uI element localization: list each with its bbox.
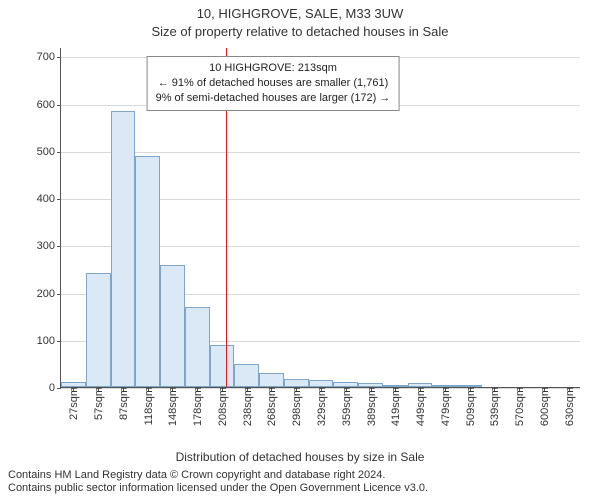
- xtick-label: 359sqm: [339, 387, 353, 426]
- xtick-label: 570sqm: [512, 387, 526, 426]
- annotation-line: 10 HIGHGROVE: 213sqm: [156, 61, 391, 76]
- ytick-label: 300: [37, 240, 61, 252]
- bar: [259, 373, 284, 387]
- ytick-label: 500: [37, 146, 61, 158]
- plot-area: 010020030040050060070027sqm57sqm87sqm118…: [60, 48, 580, 388]
- xtick-label: 87sqm: [116, 387, 130, 420]
- bar: [234, 364, 259, 387]
- gridline: [61, 152, 580, 153]
- bar: [86, 273, 111, 387]
- ytick-label: 0: [49, 382, 61, 394]
- footnote: Contains HM Land Registry data © Crown c…: [8, 469, 428, 497]
- ytick-label: 600: [37, 99, 61, 111]
- xtick-label: 208sqm: [215, 387, 229, 426]
- bar: [309, 380, 334, 387]
- xtick-label: 630sqm: [562, 387, 576, 426]
- xtick-label: 600sqm: [537, 387, 551, 426]
- annotation-line: ← 91% of detached houses are smaller (1,…: [156, 76, 391, 91]
- chart-container: { "supertitle": "10, HIGHGROVE, SALE, M3…: [0, 0, 600, 500]
- chart-supertitle: 10, HIGHGROVE, SALE, M33 3UW: [0, 6, 600, 21]
- xtick-label: 298sqm: [289, 387, 303, 426]
- xtick-label: 329sqm: [314, 387, 328, 426]
- xtick-label: 509sqm: [463, 387, 477, 426]
- xtick-label: 238sqm: [240, 387, 254, 426]
- xtick-label: 57sqm: [91, 387, 105, 420]
- xtick-label: 148sqm: [165, 387, 179, 426]
- footnote-line: Contains public sector information licen…: [8, 482, 428, 496]
- chart-title: Size of property relative to detached ho…: [0, 24, 600, 39]
- xtick-label: 268sqm: [264, 387, 278, 426]
- xtick-label: 449sqm: [413, 387, 427, 426]
- annotation-box: 10 HIGHGROVE: 213sqm← 91% of detached ho…: [147, 56, 400, 111]
- footnote-line: Contains HM Land Registry data © Crown c…: [8, 469, 428, 483]
- xtick-label: 479sqm: [438, 387, 452, 426]
- bar: [160, 265, 185, 387]
- ytick-label: 200: [37, 288, 61, 300]
- bar: [284, 379, 309, 388]
- xtick-label: 389sqm: [364, 387, 378, 426]
- x-axis-label: Distribution of detached houses by size …: [0, 450, 600, 464]
- ytick-label: 100: [37, 335, 61, 347]
- xtick-label: 539sqm: [487, 387, 501, 426]
- xtick-label: 27sqm: [66, 387, 80, 420]
- ytick-label: 400: [37, 193, 61, 205]
- bar: [135, 156, 160, 387]
- xtick-label: 118sqm: [141, 387, 155, 425]
- bar: [185, 307, 210, 387]
- xtick-label: 419sqm: [388, 387, 402, 426]
- bar: [210, 345, 235, 387]
- xtick-label: 178sqm: [190, 387, 204, 426]
- annotation-line: 9% of semi-detached houses are larger (1…: [156, 91, 391, 106]
- ytick-label: 700: [37, 51, 61, 63]
- bar: [111, 111, 136, 387]
